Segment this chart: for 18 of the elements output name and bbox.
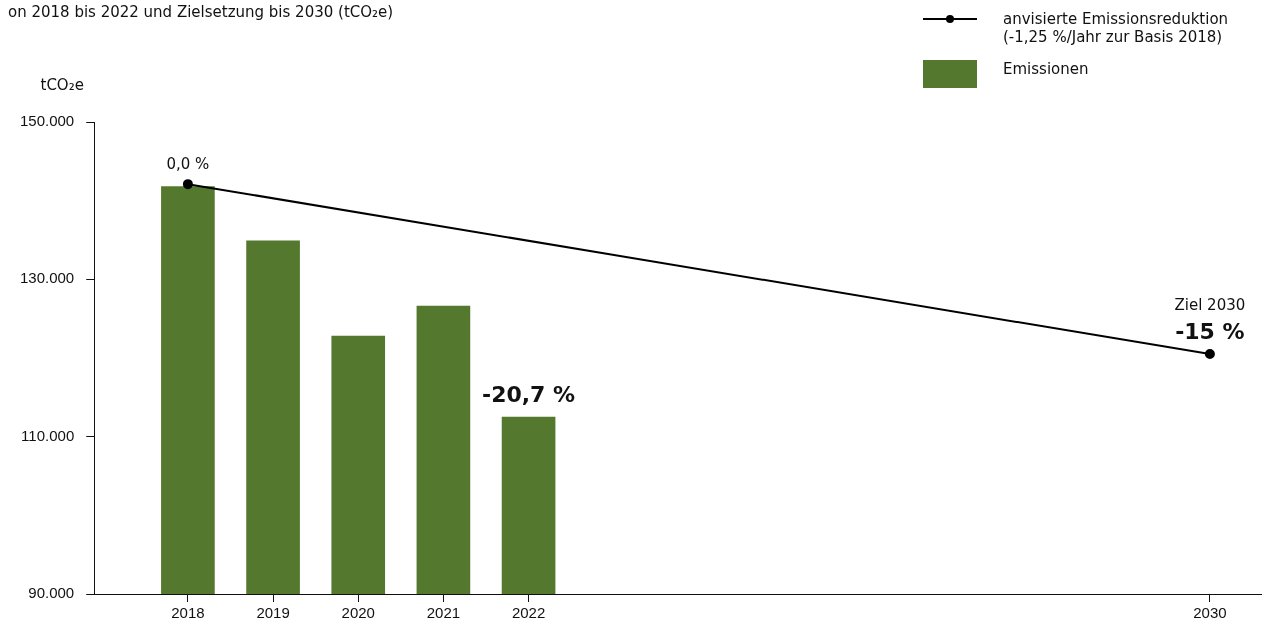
annotation: 0,0 % xyxy=(166,154,210,173)
legend-label: anvisierte Emissionsreduktion (-1,25 %/Jahr zur Basis 2018) xyxy=(1003,10,1230,46)
x-tick-label: 2018 xyxy=(171,604,205,622)
chart-title: on 2018 bis 2022 und Zielsetzung bis 2030 (tCO₂e) xyxy=(8,2,394,21)
annotation: -15 % xyxy=(1175,318,1245,344)
x-tick-label: 2022 xyxy=(511,604,546,622)
legend-label: Emissionen xyxy=(1003,60,1089,78)
y-axis-title: tCO₂e xyxy=(40,76,84,95)
annotation: Ziel 2030 xyxy=(1174,296,1246,315)
y-tick-label: 90.000 xyxy=(28,584,75,602)
x-tick-label: 2020 xyxy=(341,604,375,622)
x-tick-label: 2019 xyxy=(256,604,290,622)
y-tick-label: 110.000 xyxy=(21,426,75,444)
y-tick-label: 130.000 xyxy=(19,269,75,287)
x-tick-label: 2030 xyxy=(1193,604,1227,622)
x-tick-label: 2021 xyxy=(426,604,461,622)
annotation: -20,7 % xyxy=(482,381,576,407)
y-tick-label: 150.000 xyxy=(19,112,75,130)
